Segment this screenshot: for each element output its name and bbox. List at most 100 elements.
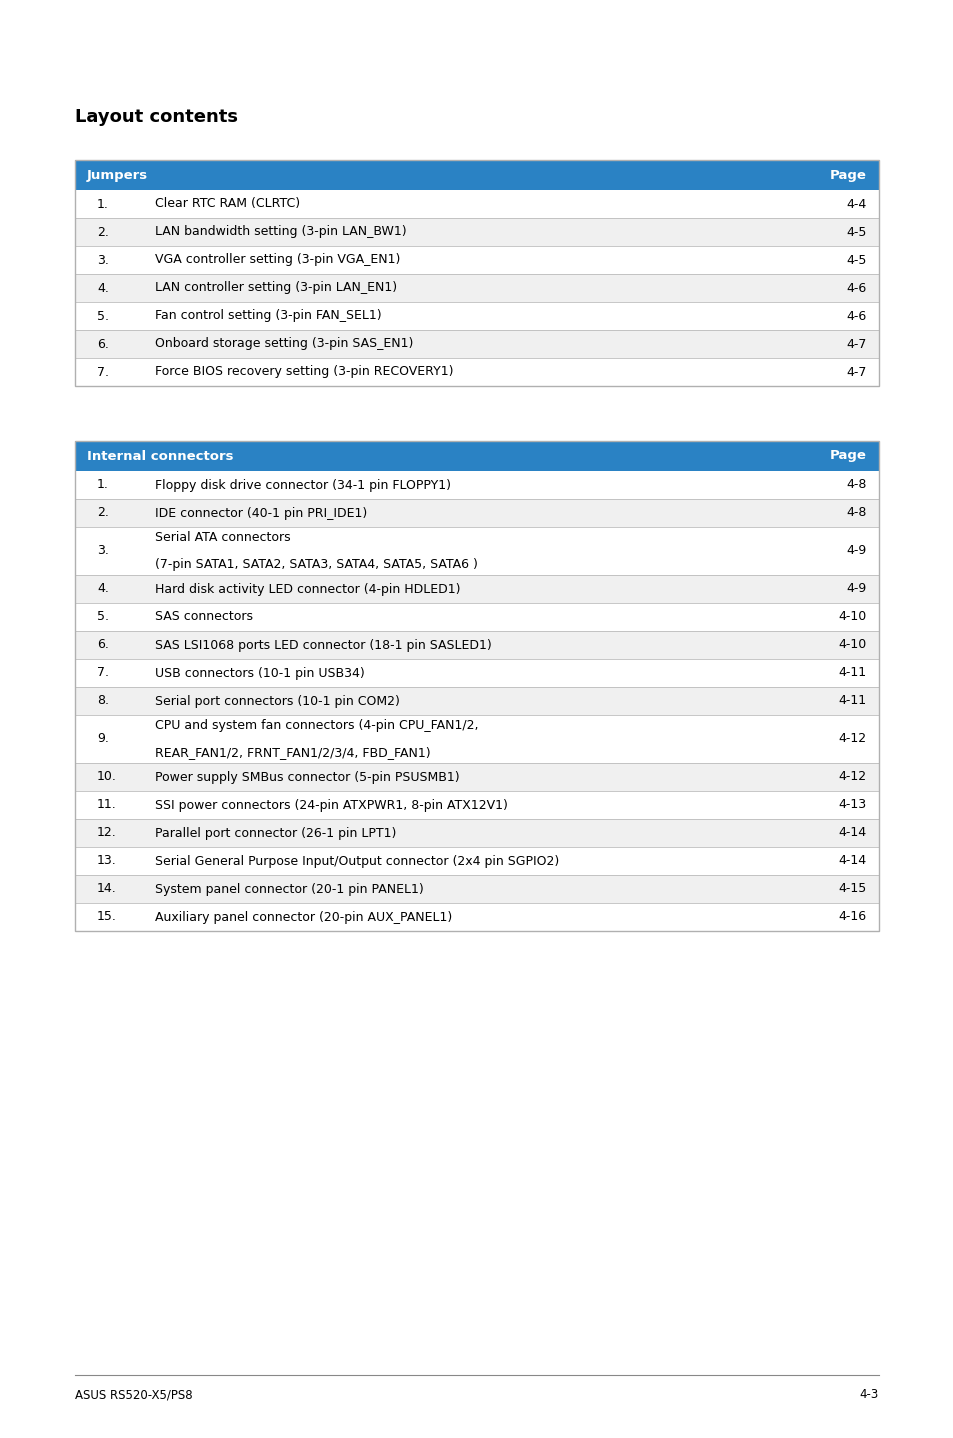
- Text: 3.: 3.: [97, 545, 109, 558]
- Bar: [75, 472, 878, 499]
- Text: 1.: 1.: [97, 479, 109, 492]
- Bar: [75, 847, 878, 874]
- Bar: [75, 687, 878, 715]
- Text: 6.: 6.: [97, 338, 109, 351]
- Text: 9.: 9.: [97, 732, 109, 745]
- Text: 4-14: 4-14: [838, 854, 866, 867]
- Text: ASUS RS520-X5/PS8: ASUS RS520-X5/PS8: [75, 1389, 193, 1402]
- Text: 2.: 2.: [97, 506, 109, 519]
- Text: 4-10: 4-10: [838, 638, 866, 651]
- Text: Jumpers: Jumpers: [87, 168, 148, 181]
- Text: 4-7: 4-7: [845, 338, 866, 351]
- Text: 4-11: 4-11: [838, 666, 866, 680]
- Bar: [75, 791, 878, 820]
- Text: 4-5: 4-5: [845, 253, 866, 266]
- Bar: [75, 275, 878, 302]
- Text: 4-4: 4-4: [846, 197, 866, 210]
- Text: 4-12: 4-12: [838, 732, 866, 745]
- Text: 4-15: 4-15: [838, 883, 866, 896]
- Text: 4-8: 4-8: [845, 479, 866, 492]
- Bar: [75, 329, 878, 358]
- Text: 4-14: 4-14: [838, 827, 866, 840]
- Text: 11.: 11.: [97, 798, 116, 811]
- Text: Page: Page: [829, 450, 866, 463]
- Text: 4-7: 4-7: [845, 365, 866, 378]
- Text: Internal connectors: Internal connectors: [87, 450, 233, 463]
- Text: 4-12: 4-12: [838, 771, 866, 784]
- Bar: [75, 246, 878, 275]
- Text: 4-5: 4-5: [845, 226, 866, 239]
- Text: Serial ATA connectors: Serial ATA connectors: [154, 531, 291, 544]
- Text: 4-3: 4-3: [859, 1389, 878, 1402]
- Text: SAS connectors: SAS connectors: [154, 611, 253, 624]
- Text: 4.: 4.: [97, 282, 109, 295]
- Bar: [75, 874, 878, 903]
- Text: 1.: 1.: [97, 197, 109, 210]
- Bar: [75, 441, 878, 472]
- Bar: [75, 358, 878, 385]
- Text: Fan control setting (3-pin FAN_SEL1): Fan control setting (3-pin FAN_SEL1): [154, 309, 381, 322]
- Text: 5.: 5.: [97, 611, 109, 624]
- Text: 7.: 7.: [97, 365, 109, 378]
- Text: 3.: 3.: [97, 253, 109, 266]
- Text: VGA controller setting (3-pin VGA_EN1): VGA controller setting (3-pin VGA_EN1): [154, 253, 400, 266]
- Bar: [75, 903, 878, 930]
- Text: 13.: 13.: [97, 854, 116, 867]
- Text: Serial port connectors (10-1 pin COM2): Serial port connectors (10-1 pin COM2): [154, 695, 399, 707]
- Text: 5.: 5.: [97, 309, 109, 322]
- Text: 12.: 12.: [97, 827, 116, 840]
- Text: 4-13: 4-13: [838, 798, 866, 811]
- Bar: [75, 631, 878, 659]
- Bar: [75, 219, 878, 246]
- Text: Parallel port connector (26-1 pin LPT1): Parallel port connector (26-1 pin LPT1): [154, 827, 395, 840]
- Text: Force BIOS recovery setting (3-pin RECOVERY1): Force BIOS recovery setting (3-pin RECOV…: [154, 365, 453, 378]
- Bar: [75, 160, 878, 385]
- Text: System panel connector (20-1 pin PANEL1): System panel connector (20-1 pin PANEL1): [154, 883, 423, 896]
- Bar: [75, 499, 878, 526]
- Text: Page: Page: [829, 168, 866, 181]
- Text: Floppy disk drive connector (34-1 pin FLOPPY1): Floppy disk drive connector (34-1 pin FL…: [154, 479, 451, 492]
- Text: 6.: 6.: [97, 638, 109, 651]
- Bar: [75, 715, 878, 764]
- Text: Power supply SMBus connector (5-pin PSUSMB1): Power supply SMBus connector (5-pin PSUS…: [154, 771, 459, 784]
- Text: 7.: 7.: [97, 666, 109, 680]
- Text: SSI power connectors (24-pin ATXPWR1, 8-pin ATX12V1): SSI power connectors (24-pin ATXPWR1, 8-…: [154, 798, 507, 811]
- Text: REAR_FAN1/2, FRNT_FAN1/2/3/4, FBD_FAN1): REAR_FAN1/2, FRNT_FAN1/2/3/4, FBD_FAN1): [154, 746, 430, 759]
- Text: Serial General Purpose Input/Output connector (2x4 pin SGPIO2): Serial General Purpose Input/Output conn…: [154, 854, 558, 867]
- Text: Hard disk activity LED connector (4-pin HDLED1): Hard disk activity LED connector (4-pin …: [154, 582, 460, 595]
- Text: 14.: 14.: [97, 883, 116, 896]
- Text: 2.: 2.: [97, 226, 109, 239]
- Text: 4-8: 4-8: [845, 506, 866, 519]
- Text: 4-16: 4-16: [838, 910, 866, 923]
- Bar: [75, 441, 878, 930]
- Bar: [75, 190, 878, 219]
- Text: LAN controller setting (3-pin LAN_EN1): LAN controller setting (3-pin LAN_EN1): [154, 282, 396, 295]
- Text: LAN bandwidth setting (3-pin LAN_BW1): LAN bandwidth setting (3-pin LAN_BW1): [154, 226, 406, 239]
- Bar: [75, 302, 878, 329]
- Text: Layout contents: Layout contents: [75, 108, 237, 127]
- Bar: [75, 575, 878, 603]
- Text: SAS LSI1068 ports LED connector (18-1 pin SASLED1): SAS LSI1068 ports LED connector (18-1 pi…: [154, 638, 491, 651]
- Text: 4-9: 4-9: [846, 582, 866, 595]
- Bar: [75, 526, 878, 575]
- Text: 15.: 15.: [97, 910, 117, 923]
- Bar: [75, 820, 878, 847]
- Text: (7-pin SATA1, SATA2, SATA3, SATA4, SATA5, SATA6 ): (7-pin SATA1, SATA2, SATA3, SATA4, SATA5…: [154, 558, 477, 571]
- Text: 4.: 4.: [97, 582, 109, 595]
- Text: Auxiliary panel connector (20-pin AUX_PANEL1): Auxiliary panel connector (20-pin AUX_PA…: [154, 910, 452, 923]
- Text: Onboard storage setting (3-pin SAS_EN1): Onboard storage setting (3-pin SAS_EN1): [154, 338, 413, 351]
- Text: 4-11: 4-11: [838, 695, 866, 707]
- Text: 8.: 8.: [97, 695, 109, 707]
- Text: CPU and system fan connectors (4-pin CPU_FAN1/2,: CPU and system fan connectors (4-pin CPU…: [154, 719, 478, 732]
- Bar: [75, 603, 878, 631]
- Text: 10.: 10.: [97, 771, 117, 784]
- Bar: [75, 160, 878, 190]
- Text: USB connectors (10-1 pin USB34): USB connectors (10-1 pin USB34): [154, 666, 364, 680]
- Text: Clear RTC RAM (CLRTC): Clear RTC RAM (CLRTC): [154, 197, 300, 210]
- Text: IDE connector (40-1 pin PRI_IDE1): IDE connector (40-1 pin PRI_IDE1): [154, 506, 367, 519]
- Text: 4-6: 4-6: [846, 309, 866, 322]
- Text: 4-9: 4-9: [846, 545, 866, 558]
- Text: 4-6: 4-6: [846, 282, 866, 295]
- Text: 4-10: 4-10: [838, 611, 866, 624]
- Bar: [75, 764, 878, 791]
